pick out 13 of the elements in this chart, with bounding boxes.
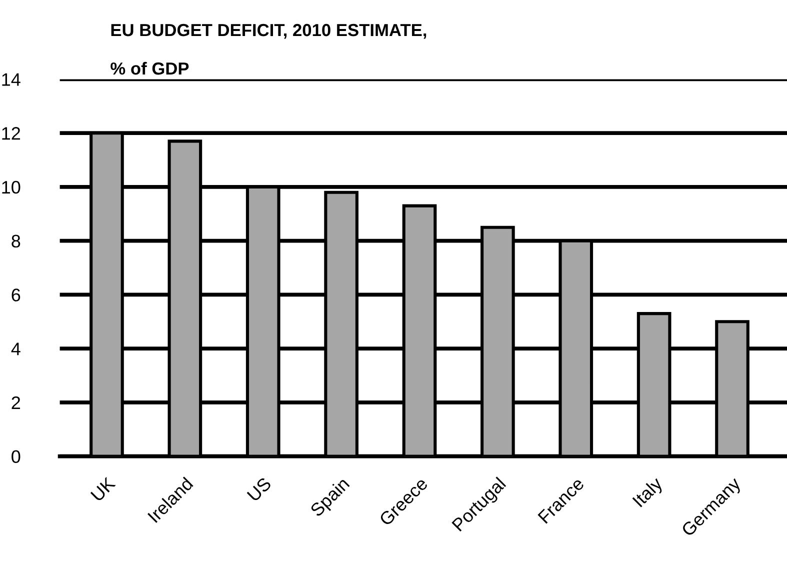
y-tick-label: 10 xyxy=(2,180,20,194)
x-tick-label: US xyxy=(246,476,272,502)
y-tick-label: 14 xyxy=(2,73,20,86)
y-tick-label: 4 xyxy=(11,342,20,356)
chart-subtitle: % of GDP xyxy=(110,62,189,75)
y-tick-label: 2 xyxy=(12,396,20,409)
x-tick-label: Italy xyxy=(632,476,666,510)
chart-title: EU BUDGET DEFICIT, 2010 ESTIMATE, xyxy=(111,24,426,39)
y-tick-label: 6 xyxy=(12,288,20,302)
x-tick-label: UK xyxy=(90,476,116,502)
y-tick-label: 12 xyxy=(2,127,20,140)
y-tick-label: 0 xyxy=(12,450,20,464)
y-tick-label: 8 xyxy=(12,234,20,248)
